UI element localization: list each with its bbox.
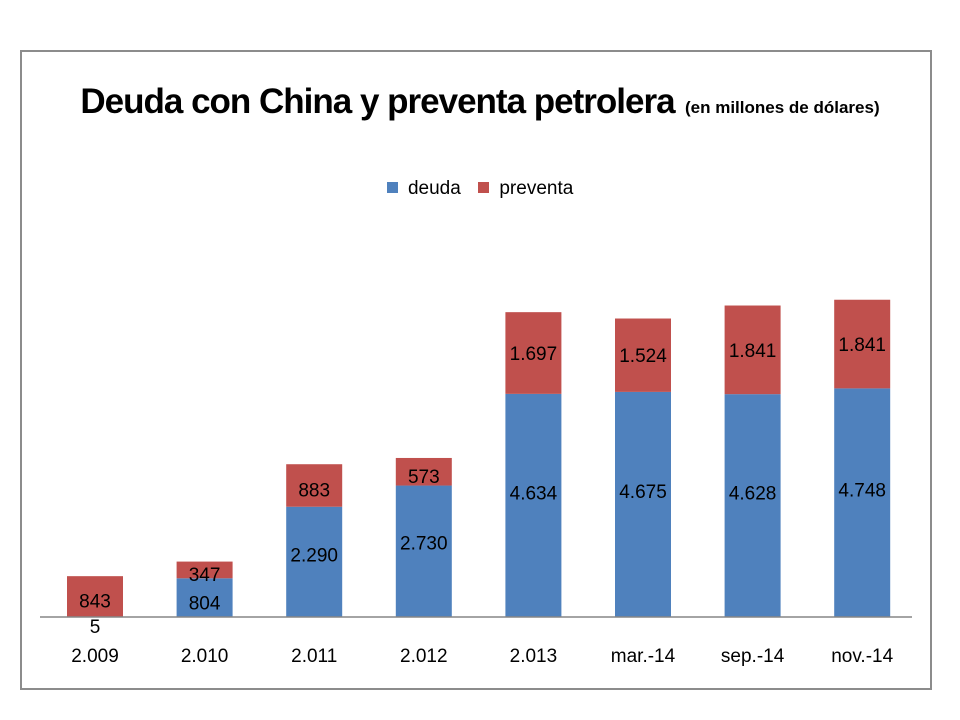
x-tick-label-1: 2.010: [181, 646, 229, 667]
bar-deuda-3: [395, 485, 452, 617]
data-label-preventa-1: 347: [189, 565, 221, 586]
bar-deuda-5: [615, 391, 671, 617]
bar-preventa-4: [505, 312, 562, 394]
bar-preventa-5: [615, 318, 671, 392]
legend-swatch-preventa: [478, 182, 490, 193]
chart-legend: deuda preventa: [0, 178, 960, 200]
chart-subtitle: (en millones de dólares): [685, 98, 880, 117]
bar-deuda-1: [176, 578, 233, 617]
data-label-deuda-3: 2.730: [400, 534, 448, 555]
legend-entry-preventa: preventa: [478, 178, 573, 200]
bar-deuda-4: [505, 393, 562, 617]
legend-label-deuda: deuda: [407, 178, 461, 199]
x-tick-label-0: 2.009: [71, 646, 119, 667]
data-label-preventa-6: 1.841: [729, 341, 777, 362]
x-tick-label-4: 2.013: [510, 646, 558, 667]
legend-entry-deuda: deuda: [386, 178, 461, 200]
data-label-preventa-3: 573: [408, 467, 440, 488]
legend-label-preventa: preventa: [499, 178, 574, 199]
x-tick-label-3: 2.012: [400, 646, 448, 667]
bar-preventa-3: [395, 457, 452, 486]
bar-preventa-2: [286, 464, 343, 507]
chart-title: Deuda con China y preventa petrolera (en…: [0, 82, 960, 122]
data-label-deuda-2: 2.290: [290, 545, 338, 566]
x-tick-label-5: mar.-14: [611, 646, 676, 667]
data-label-preventa-0: 843: [79, 591, 111, 612]
x-tick-label-2: 2.011: [291, 646, 337, 667]
data-label-preventa-4: 1.697: [510, 344, 558, 365]
data-label-deuda-1: 804: [189, 594, 221, 615]
data-label-preventa-7: 1.841: [838, 335, 886, 356]
bar-preventa-7: [834, 299, 891, 389]
chart-title-main: Deuda con China y preventa petrolera: [80, 82, 675, 121]
data-label-deuda-4: 4.634: [510, 483, 558, 504]
bar-preventa-6: [724, 305, 781, 395]
data-label-deuda-7: 4.748: [838, 480, 886, 501]
bar-preventa-0: [67, 576, 123, 617]
bar-preventa-1: [176, 561, 233, 579]
x-tick-label-7: nov.-14: [831, 646, 893, 667]
data-label-deuda-0: 5: [90, 617, 101, 638]
bar-deuda-6: [724, 394, 781, 617]
x-tick-label-6: sep.-14: [721, 646, 785, 667]
data-label-preventa-2: 883: [298, 480, 330, 501]
data-label-deuda-5: 4.675: [619, 482, 667, 503]
bar-deuda-2: [286, 506, 343, 617]
data-label-preventa-5: 1.524: [619, 346, 667, 367]
legend-swatch-deuda: [386, 182, 398, 193]
data-label-deuda-6: 4.628: [729, 483, 777, 504]
bar-deuda-7: [834, 388, 891, 617]
